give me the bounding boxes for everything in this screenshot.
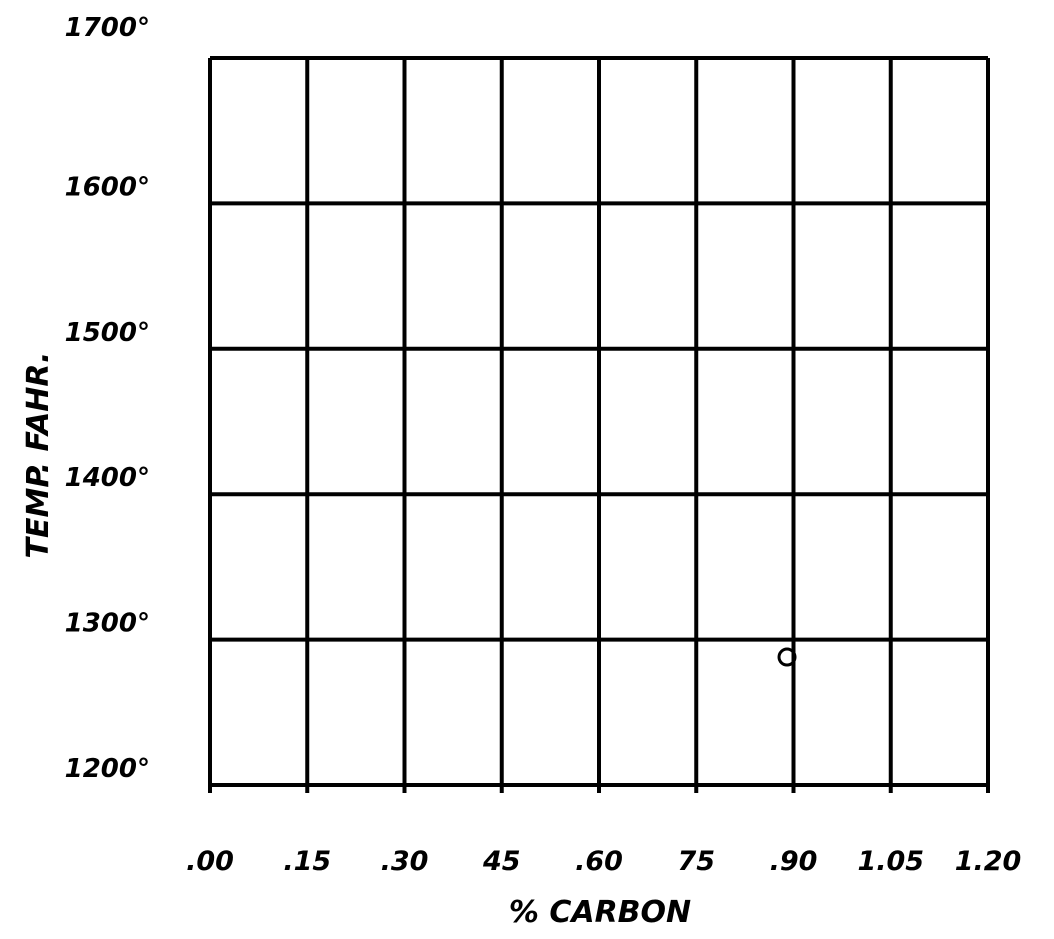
x-tick-label: 1.20 xyxy=(955,846,1022,877)
y-tick-label: 1600° xyxy=(65,172,150,202)
y-tick-label: 1300° xyxy=(65,609,150,639)
y-tick-label: 1500° xyxy=(65,318,150,348)
x-tick-label: .90 xyxy=(770,846,818,877)
x-tick-label: 75 xyxy=(677,846,715,877)
x-tick-label: .00 xyxy=(186,846,234,877)
x-tick-label: 1.05 xyxy=(857,846,924,877)
y-tick-label: 1400° xyxy=(65,463,150,493)
data-point xyxy=(777,647,797,667)
x-tick-label: .30 xyxy=(381,846,429,877)
x-tick-label: 45 xyxy=(482,846,521,877)
x-tick-label: .15 xyxy=(283,846,331,877)
y-axis-title: TEMP. FAHR. xyxy=(21,352,56,559)
x-axis-title: % CARBON xyxy=(509,895,691,930)
y-tick-label: 1700° xyxy=(65,13,150,43)
x-tick-label: .60 xyxy=(575,846,623,877)
y-tick-label: 1200° xyxy=(65,754,150,784)
